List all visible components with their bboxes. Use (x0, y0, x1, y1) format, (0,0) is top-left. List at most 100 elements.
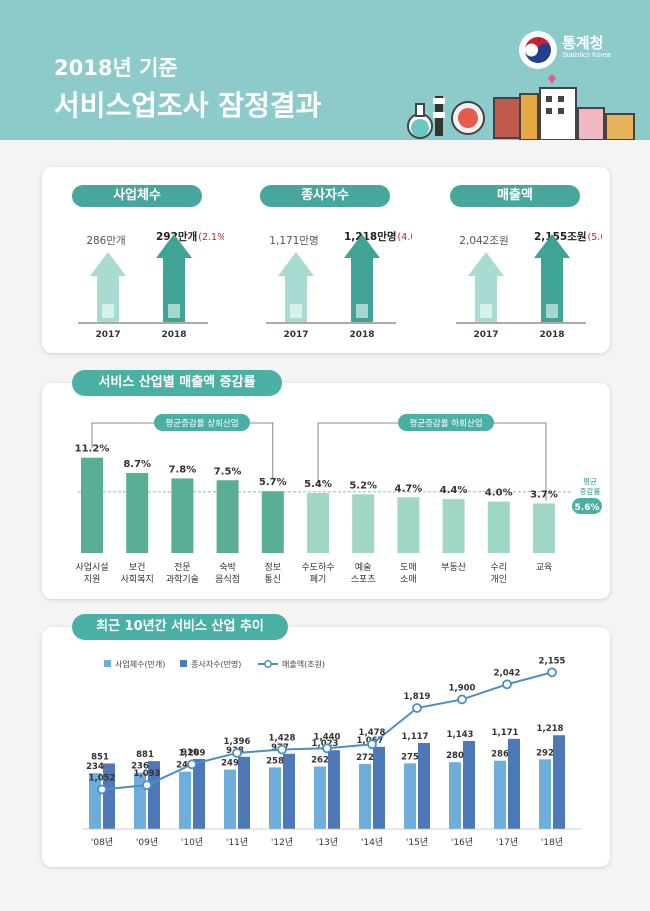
sales-value: 1,478 (359, 728, 386, 738)
employees-value: 881 (136, 750, 154, 760)
employees-value: 910 (181, 748, 199, 758)
employees-bar (193, 758, 205, 829)
legend-label-2: 종사자수(만명) (191, 659, 241, 669)
employees-bar (328, 750, 340, 829)
bar-7 (352, 494, 375, 553)
year-prev: 2017 (95, 330, 120, 340)
arrow-prev-year (468, 252, 504, 322)
prev-value: 2,042조원 (459, 235, 508, 247)
trend-section-title: 최근 10년간 서비스 산업 추이 (72, 614, 288, 640)
money-bag-icon (480, 304, 492, 318)
establishments-bar (404, 763, 416, 829)
year-label: '15년 (406, 837, 428, 848)
year-label: '12년 (271, 837, 293, 848)
sales-point (502, 679, 512, 690)
sales-line (101, 671, 553, 791)
establishments-value: 286 (491, 750, 509, 760)
category-label: 수도하수 폐기 (301, 562, 334, 585)
curr-value: 292만개 (156, 230, 197, 243)
bar-8 (397, 497, 420, 553)
employees-bar (508, 738, 520, 829)
prev-value: 286만개 (86, 235, 125, 247)
sales-point (97, 784, 107, 795)
title-year: 2018년 기준 (54, 56, 178, 80)
sales-value: 1,819 (404, 692, 431, 702)
year-label: '16년 (451, 837, 473, 848)
establishments-value: 272 (356, 753, 374, 763)
bar-9 (442, 499, 465, 553)
bar-value-label: 5.2% (349, 480, 377, 491)
sales-point (322, 743, 332, 754)
year-label: '11년 (226, 837, 248, 848)
bar-value-label: 5.7% (259, 477, 287, 488)
establishments-bar (224, 769, 236, 829)
curr-change: (5.6% (588, 232, 602, 243)
page-title: 서비스업조사 잠정결과 (54, 89, 322, 122)
employees-bar (103, 763, 115, 829)
above-average-label: 평균증감률 상회산업 (165, 418, 238, 429)
establishments-value: 262 (311, 755, 329, 765)
legend-swatch (104, 660, 111, 667)
employees-value: 851 (91, 752, 109, 762)
bar-value-label: 7.5% (214, 466, 242, 477)
establishments-value: 280 (446, 751, 464, 761)
establishments-value: 275 (401, 752, 419, 762)
year-label: '17년 (496, 837, 518, 848)
sales-value: 1,289 (179, 748, 206, 758)
employees-bar (238, 756, 250, 829)
arrow-curr-year (156, 234, 192, 322)
establishments-bar (494, 760, 506, 829)
establishments-bar (449, 762, 461, 829)
establishments-value: 258 (266, 756, 284, 766)
employees-value: 1,171 (492, 728, 519, 738)
category-label: 전문 과학기술 (166, 562, 199, 585)
year-curr: 2018 (349, 330, 374, 340)
bar-value-label: 4.4% (440, 485, 468, 496)
sales-point (457, 694, 467, 705)
logo-name: 통계청 (562, 34, 604, 52)
average-badge (572, 498, 602, 514)
prev-value: 1,171만명 (269, 235, 318, 247)
sales-value: 2,042 (494, 668, 521, 678)
employees-value: 1,117 (402, 732, 429, 742)
header-banner: 2018년 기준 서비스업조사 잠정결과 통계청 Statistics Kore… (0, 0, 650, 140)
sales-value: 1,428 (269, 734, 296, 744)
establishments-bar (359, 764, 371, 829)
sales-point (232, 748, 242, 758)
establishments-bar (179, 771, 191, 829)
summary-title: 사업체수 (72, 185, 202, 207)
bar-10 (487, 501, 510, 553)
sales-point (277, 744, 287, 755)
above-average-bracket: 평균증감률 상회산업 (91, 414, 274, 478)
sales-point (187, 759, 197, 770)
category-label: 숙박 음식점 (215, 562, 240, 585)
year-label: '18년 (541, 837, 563, 848)
trend-card: 사업체수(만개) 종사자수(만명) 매출액(조원) 234 851 '08년 236 881 '… (42, 627, 610, 867)
establishments-bar (539, 759, 551, 829)
industry-growth-card: 평균증감률 상회산업 평균증감률 하회산업 평균 증감률 5.6% 11.2% 사업시설 지원… (42, 383, 610, 599)
person-icon (356, 304, 368, 318)
building-icon (168, 304, 180, 318)
sales-value: 1,900 (449, 683, 476, 693)
average-value: 5.6% (575, 503, 600, 513)
sales-point (412, 703, 422, 713)
legend-swatch (180, 660, 187, 667)
bar-value-label: 5.4% (304, 479, 332, 490)
employees-bar (553, 735, 565, 829)
year-prev: 2017 (473, 330, 498, 340)
establishments-bar (269, 767, 281, 829)
below-average-bracket: 평균증감률 하회산업 (317, 414, 547, 501)
category-label: 보건 사회복지 (121, 562, 154, 585)
year-curr: 2018 (539, 330, 564, 340)
employees-bar (148, 761, 160, 829)
money-bag-icon (546, 304, 558, 318)
arrow-prev-year (278, 252, 314, 322)
legend: 사업체수(만개) 종사자수(만명) 매출액(조원) (104, 659, 325, 669)
arrow-curr-year (534, 234, 570, 322)
sales-point (367, 739, 377, 750)
bar-11 (533, 503, 555, 553)
